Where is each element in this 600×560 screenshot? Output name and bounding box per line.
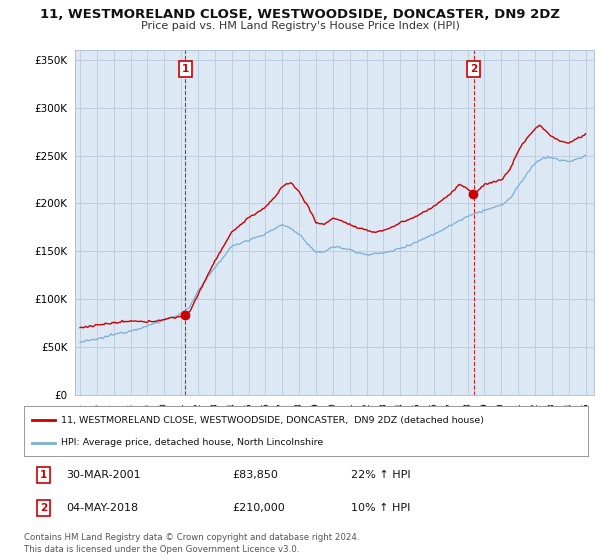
Text: 22% ↑ HPI: 22% ↑ HPI bbox=[351, 470, 411, 480]
Text: £210,000: £210,000 bbox=[233, 503, 286, 513]
Text: Contains HM Land Registry data © Crown copyright and database right 2024.
This d: Contains HM Land Registry data © Crown c… bbox=[24, 533, 359, 554]
Text: 11, WESTMORELAND CLOSE, WESTWOODSIDE, DONCASTER,  DN9 2DZ (detached house): 11, WESTMORELAND CLOSE, WESTWOODSIDE, DO… bbox=[61, 416, 484, 424]
Text: 10% ↑ HPI: 10% ↑ HPI bbox=[351, 503, 410, 513]
Text: £83,850: £83,850 bbox=[233, 470, 278, 480]
Text: 2: 2 bbox=[40, 503, 47, 513]
Text: HPI: Average price, detached house, North Lincolnshire: HPI: Average price, detached house, Nort… bbox=[61, 438, 323, 447]
Text: 30-MAR-2001: 30-MAR-2001 bbox=[66, 470, 141, 480]
Text: 2: 2 bbox=[470, 64, 477, 74]
Text: 11, WESTMORELAND CLOSE, WESTWOODSIDE, DONCASTER, DN9 2DZ: 11, WESTMORELAND CLOSE, WESTWOODSIDE, DO… bbox=[40, 8, 560, 21]
Text: 04-MAY-2018: 04-MAY-2018 bbox=[66, 503, 139, 513]
Text: 1: 1 bbox=[182, 64, 189, 74]
Text: 1: 1 bbox=[40, 470, 47, 480]
Text: Price paid vs. HM Land Registry's House Price Index (HPI): Price paid vs. HM Land Registry's House … bbox=[140, 21, 460, 31]
